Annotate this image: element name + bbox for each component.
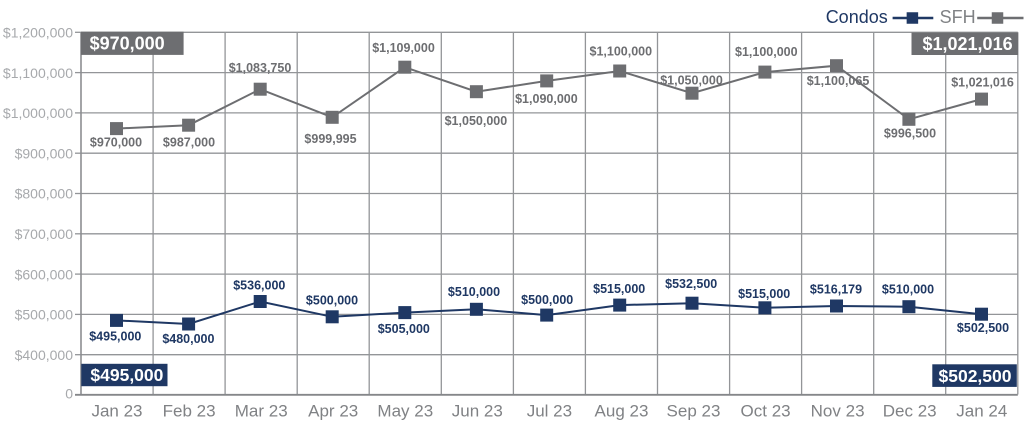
svg-text:$495,000: $495,000 [89,329,141,343]
svg-text:$800,000: $800,000 [15,186,74,202]
svg-text:$505,000: $505,000 [378,322,430,336]
svg-text:Oct 23: Oct 23 [741,402,791,421]
svg-text:$480,000: $480,000 [162,332,214,346]
svg-text:$1,083,750: $1,083,750 [229,61,292,75]
svg-text:Apr 23: Apr 23 [308,402,358,421]
svg-text:$970,000: $970,000 [90,34,165,54]
svg-text:Nov 23: Nov 23 [811,402,865,421]
svg-text:$1,021,016: $1,021,016 [923,34,1013,54]
svg-text:$1,100,000: $1,100,000 [590,44,653,58]
svg-text:Jul 23: Jul 23 [527,402,572,421]
svg-text:$1,100,065: $1,100,065 [807,74,870,88]
svg-text:$502,500: $502,500 [939,366,1012,386]
svg-text:$1,000,000: $1,000,000 [3,105,73,121]
svg-text:$970,000: $970,000 [90,135,142,149]
svg-text:$536,000: $536,000 [233,279,285,293]
svg-text:May 23: May 23 [377,402,433,421]
svg-text:$515,000: $515,000 [593,282,645,296]
svg-text:$1,050,000: $1,050,000 [445,114,508,128]
svg-text:$900,000: $900,000 [15,145,74,161]
svg-text:Jan 23: Jan 23 [91,402,142,421]
svg-text:$400,000: $400,000 [15,347,74,363]
svg-text:Dec 23: Dec 23 [883,402,937,421]
svg-text:$1,109,000: $1,109,000 [372,41,435,55]
svg-text:0: 0 [65,386,73,402]
svg-text:$700,000: $700,000 [15,226,74,242]
svg-text:Condos: Condos [826,7,888,27]
svg-text:$500,000: $500,000 [15,307,74,323]
svg-text:Feb 23: Feb 23 [163,402,216,421]
svg-text:SFH: SFH [940,7,976,27]
svg-text:$495,000: $495,000 [90,365,163,385]
svg-text:$1,021,016: $1,021,016 [951,75,1014,89]
svg-text:$1,090,000: $1,090,000 [515,92,578,106]
svg-text:$999,995: $999,995 [304,132,356,146]
svg-text:Jun 23: Jun 23 [452,402,503,421]
svg-text:$510,000: $510,000 [882,282,934,296]
svg-text:Jan 24: Jan 24 [956,402,1007,421]
svg-text:Aug 23: Aug 23 [595,402,649,421]
svg-text:$510,000: $510,000 [448,285,500,299]
svg-text:$500,000: $500,000 [306,294,358,308]
svg-text:Mar 23: Mar 23 [235,402,288,421]
svg-text:$502,500: $502,500 [957,321,1009,335]
svg-text:$1,100,000: $1,100,000 [735,45,798,59]
svg-text:$600,000: $600,000 [15,266,74,282]
svg-text:$516,179: $516,179 [810,282,862,296]
svg-text:$532,500: $532,500 [665,277,717,291]
svg-text:$987,000: $987,000 [163,135,215,149]
svg-text:$996,500: $996,500 [884,127,936,141]
svg-text:$1,100,000: $1,100,000 [3,65,73,81]
svg-text:Sep 23: Sep 23 [667,402,721,421]
svg-text:$1,200,000: $1,200,000 [3,25,73,41]
svg-text:$500,000: $500,000 [521,293,573,307]
svg-text:$1,050,000: $1,050,000 [660,73,723,87]
svg-text:$515,000: $515,000 [738,287,790,301]
